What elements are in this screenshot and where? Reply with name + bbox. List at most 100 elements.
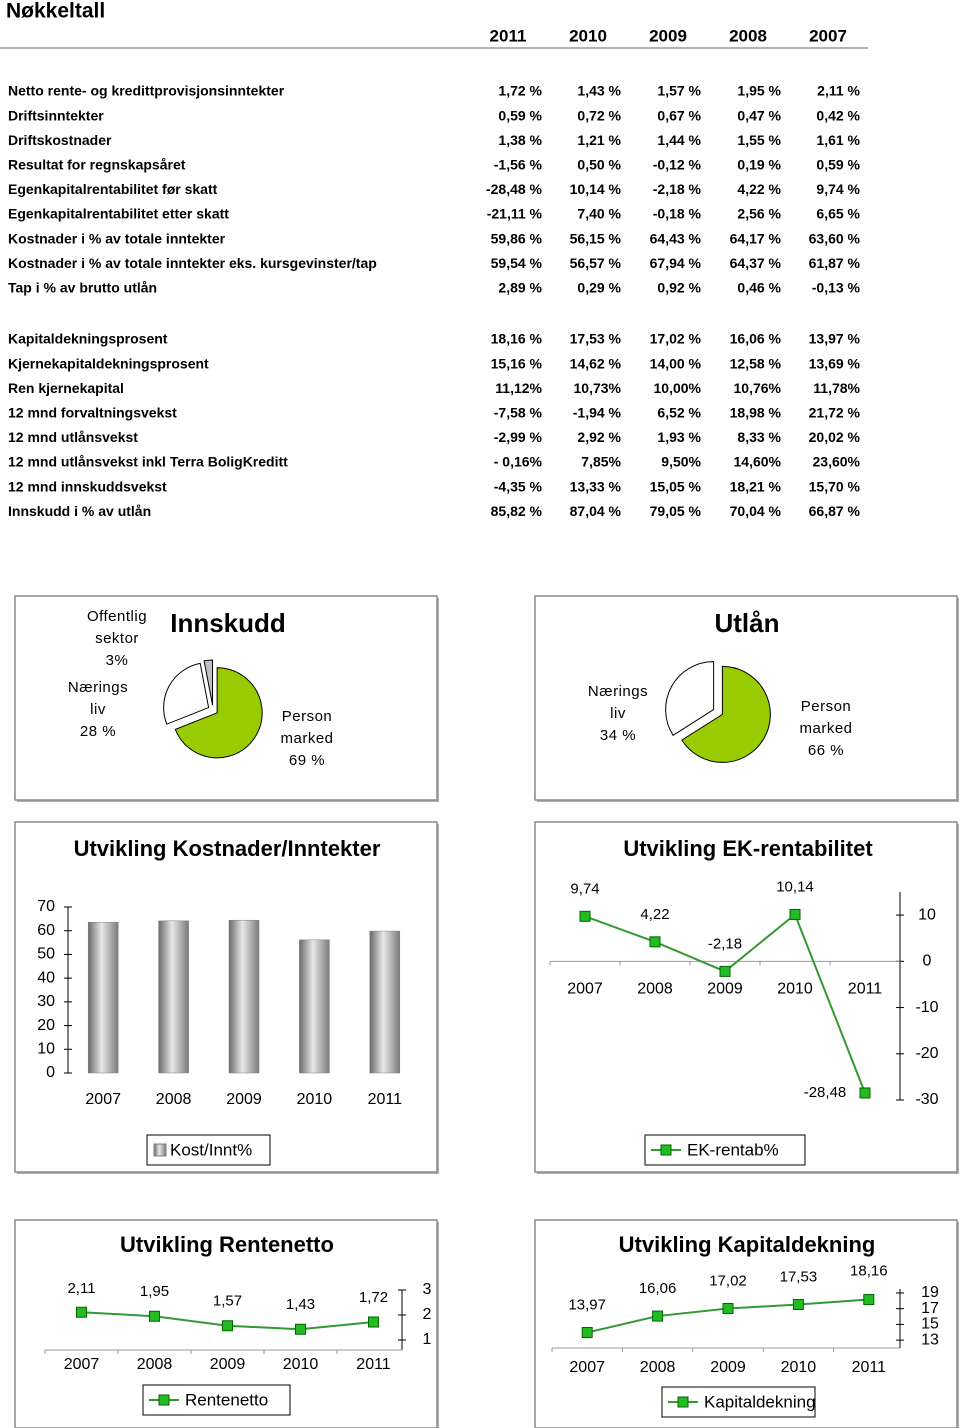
- cell: 15,16 %: [491, 355, 543, 371]
- cell: 15,70 %: [809, 478, 861, 494]
- value-label: -28,48: [804, 1084, 847, 1101]
- y-tick-label: 19: [921, 1284, 939, 1301]
- cell: 0,59 %: [498, 107, 542, 123]
- value-label: 16,06: [639, 1280, 677, 1297]
- cell: 14,60%: [734, 454, 782, 470]
- cell: 64,37 %: [730, 255, 782, 271]
- slice-value: 66 %: [807, 742, 845, 759]
- cell: 0,50 %: [577, 157, 621, 173]
- cell: 21,72 %: [809, 405, 861, 421]
- x-tick-label: 2009: [710, 1359, 746, 1376]
- point-marker: [222, 1320, 233, 1332]
- cell: 7,40 %: [577, 206, 621, 222]
- row-label: Kostnader i % av totale inntekter eks. k…: [8, 255, 377, 271]
- cell: 1,55 %: [737, 132, 781, 148]
- cell: 20,02 %: [809, 429, 861, 445]
- legend-label: Rentenetto: [185, 1390, 268, 1409]
- cell: -4,35 %: [494, 478, 543, 494]
- row-label: Kostnader i % av totale inntekter: [8, 230, 226, 246]
- pie-slice: [163, 662, 210, 725]
- point-marker: [368, 1316, 379, 1328]
- cell: 14,62 %: [570, 355, 622, 371]
- y-tick-label: 2: [423, 1306, 432, 1323]
- row-label: Resultat for regnskapsåret: [8, 157, 186, 173]
- slice-label: Person marked 69 %: [267, 706, 347, 772]
- cell: 1,44 %: [657, 132, 701, 148]
- cell: 64,17 %: [730, 230, 782, 246]
- value-label: 1,95: [140, 1283, 169, 1300]
- row-label: Driftsinntekter: [8, 107, 104, 123]
- value-label: 17,02: [709, 1272, 747, 1289]
- legend-label: Kapitaldekning: [704, 1392, 816, 1411]
- y-tick-label: 0: [46, 1064, 55, 1081]
- row-label: 12 mnd utlånsvekst: [8, 429, 138, 445]
- chart-frame: [534, 821, 958, 1173]
- page-title: Nøkkeltall: [6, 0, 105, 23]
- value-label: 10,14: [776, 878, 814, 895]
- y-tick-label: 3: [423, 1281, 432, 1298]
- row-label: Kapitaldekningsprosent: [8, 331, 168, 347]
- cell: - 0,16%: [494, 454, 543, 470]
- value-label: 18,16: [850, 1263, 888, 1280]
- x-tick-label: 2007: [85, 1091, 121, 1108]
- row-label: Kjernekapitaldekningsprosent: [8, 355, 209, 371]
- y-tick-label: 50: [37, 946, 55, 963]
- cell: 11,78%: [813, 380, 860, 396]
- row-label: Ren kjernekapital: [8, 380, 124, 396]
- point-marker: [76, 1306, 87, 1318]
- legend-marker: [660, 1144, 672, 1156]
- cell: 1,93 %: [657, 429, 701, 445]
- x-tick-label: 2009: [226, 1091, 262, 1108]
- cell: 9,50%: [661, 454, 701, 470]
- y-tick-label: -30: [915, 1091, 938, 1108]
- x-tick-label: 2007: [569, 1359, 605, 1376]
- y-tick-label: 30: [37, 993, 55, 1010]
- x-tick-label: 2009: [210, 1356, 246, 1373]
- slice-value: 3%: [105, 652, 129, 669]
- value-label: 2,11: [67, 1280, 95, 1297]
- y-tick-label: -10: [915, 999, 938, 1016]
- cell: 7,85%: [581, 454, 621, 470]
- cell: 8,33 %: [737, 429, 781, 445]
- value-label: 17,53: [780, 1268, 818, 1285]
- x-tick-label: 2008: [637, 981, 673, 998]
- slice-label: Person marked 66 %: [786, 696, 866, 762]
- cell: 17,02 %: [650, 331, 702, 347]
- cell: 23,60%: [813, 454, 861, 470]
- cell: 1,95 %: [737, 83, 781, 99]
- cell: -1,56 %: [494, 157, 543, 173]
- cell: 63,60 %: [809, 230, 861, 246]
- point-marker: [295, 1323, 306, 1335]
- cell: 2,92 %: [577, 429, 621, 445]
- cell: 0,67 %: [657, 107, 701, 123]
- point-marker: [722, 1303, 734, 1315]
- point-marker: [149, 1310, 160, 1322]
- cell: 13,97 %: [809, 331, 861, 347]
- pie-slice: [174, 667, 263, 759]
- value-label: 9,74: [570, 880, 599, 897]
- year-header: 2010: [569, 26, 607, 45]
- point-marker: [579, 910, 591, 922]
- y-tick-label: 0: [923, 953, 932, 970]
- cell: 0,19 %: [737, 157, 781, 173]
- row-label: Egenkapitalrentabilitet etter skatt: [8, 206, 229, 222]
- bar: [87, 921, 119, 1074]
- x-tick-label: 2007: [64, 1356, 100, 1373]
- cell: -0,13 %: [812, 280, 861, 296]
- cell: 85,82 %: [491, 503, 543, 519]
- legend-marker: [158, 1394, 170, 1406]
- row-label: Egenkapitalrentabilitet før skatt: [8, 181, 218, 197]
- cell: -21,11 %: [487, 206, 543, 222]
- y-tick-label: 15: [921, 1316, 939, 1333]
- x-tick-label: 2010: [781, 1359, 817, 1376]
- chart-title: Utvikling Rentenetto: [120, 1232, 334, 1257]
- legend-label: EK-rentab%: [687, 1140, 779, 1159]
- cell: 0,42 %: [816, 107, 860, 123]
- y-tick-label: 20: [37, 1017, 55, 1034]
- x-tick-label: 2010: [777, 981, 813, 998]
- slice-name: Person marked: [799, 698, 853, 737]
- row-label: Tap i % av brutto utlån: [8, 280, 157, 296]
- cell: 64,43 %: [650, 230, 702, 246]
- x-tick-label: 2011: [848, 981, 883, 998]
- cell: 1,72 %: [498, 83, 542, 99]
